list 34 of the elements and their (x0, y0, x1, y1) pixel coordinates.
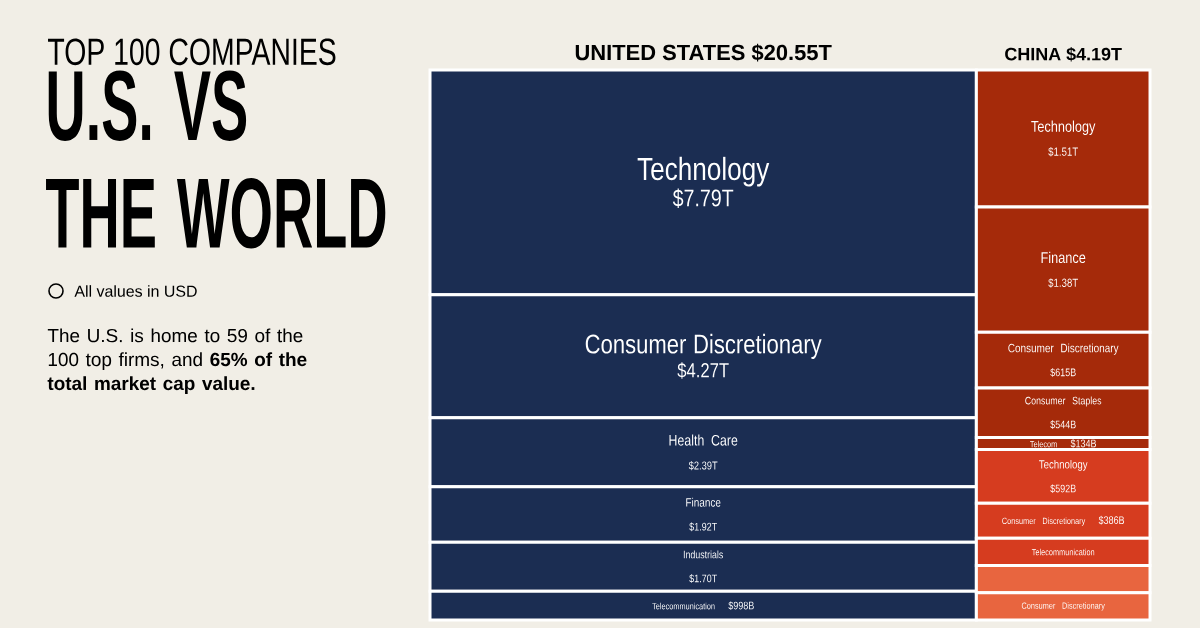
category-label: Telecommunication (652, 602, 715, 610)
category-label: Consumer Discretionary (585, 333, 822, 359)
text: UNITED STATES $20.55T (575, 43, 832, 62)
text: All values in USD (74, 285, 197, 297)
category-label: Industrials (683, 550, 723, 559)
text: TOP 100 COMPANIES (48, 38, 336, 66)
data-label: $1.38T (1048, 278, 1078, 288)
data-label: $592B (1050, 484, 1076, 494)
data-label: $544B (1050, 420, 1076, 429)
text: U.S. VS THE WORLD (46, 70, 386, 249)
category-label: Consumer Discretionary (1021, 602, 1105, 611)
category-label: Health Care (669, 434, 738, 446)
data-label: $4.27T (677, 362, 729, 379)
text: CHINA $4.19T (1005, 46, 1122, 62)
category-label: Technology (1031, 120, 1096, 135)
data-label: $1.70T (689, 574, 717, 583)
data-label: $386B (1098, 515, 1125, 525)
category-label: Consumer Discretionary (1008, 343, 1119, 355)
category-label: Telecom (1030, 440, 1057, 448)
category-label: Finance (1041, 251, 1086, 264)
category-label: Telecommunication (1031, 548, 1095, 556)
data-label: $2.39T (688, 460, 718, 471)
data-label: $615B (1050, 368, 1076, 377)
category-label: Technology (637, 156, 770, 187)
category-label: Consumer Staples (1025, 396, 1102, 407)
data-label: $134B (1070, 439, 1097, 448)
data-label: $7.79T (672, 188, 734, 208)
category-label: Consumer Discretionary (1002, 517, 1086, 526)
text: The U.S. is home to 59 of the 100 top firms, and 65% of the total market cap value. (47, 328, 307, 394)
data-label: $998B (728, 601, 754, 611)
category-label: Technology (1039, 459, 1088, 471)
data-label: $1.51T (1048, 147, 1078, 157)
data-label: $1.92T (689, 522, 717, 532)
category-label: Finance (686, 497, 721, 507)
